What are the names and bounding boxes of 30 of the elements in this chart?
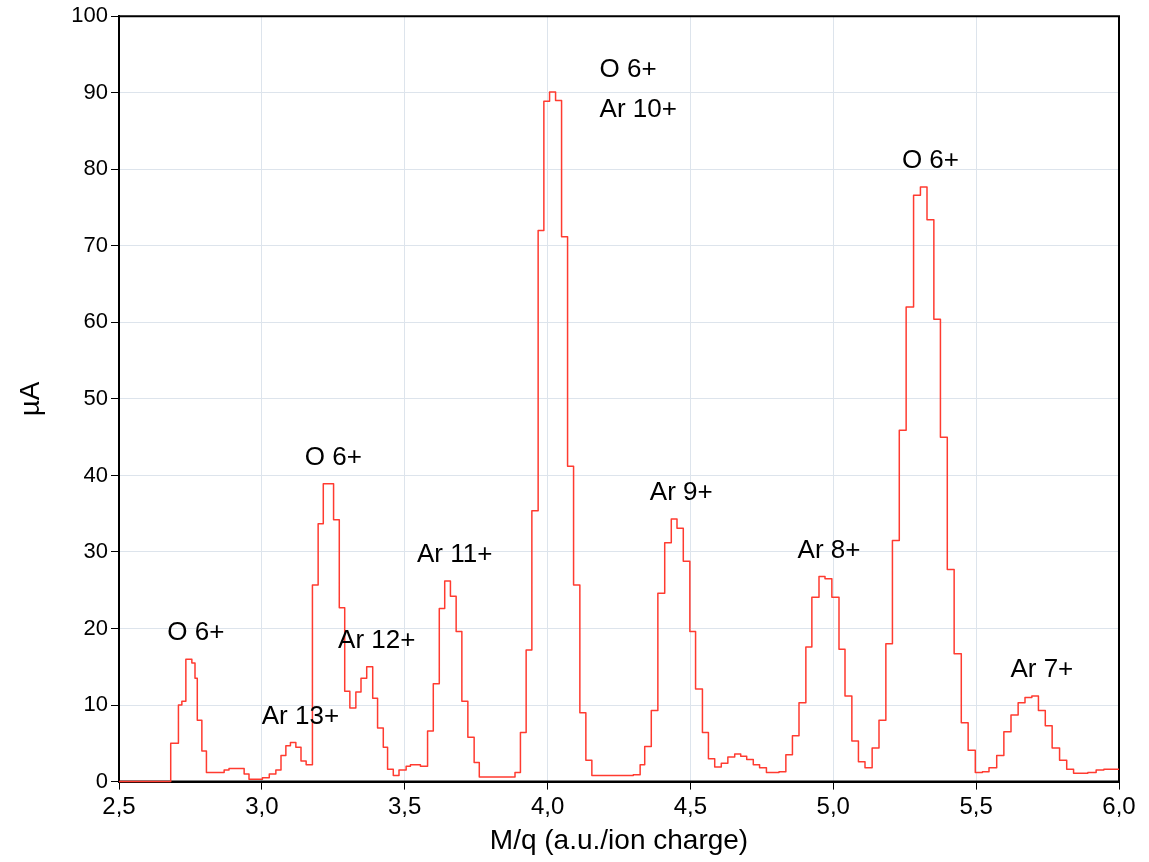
y-axis-title: µA: [13, 381, 45, 417]
x-tick-label: 4,0: [530, 791, 565, 819]
y-tick-label: 10: [83, 691, 108, 717]
x-tick-label: 3,0: [245, 791, 279, 819]
x-tick-label: 4,5: [673, 791, 708, 819]
y-tick-label: 60: [83, 308, 108, 334]
annotation: O 6+: [599, 53, 657, 84]
annotation: Ar 10+: [599, 93, 677, 124]
annotation: Ar 7+: [1010, 653, 1074, 684]
y-tick-label: 70: [83, 231, 108, 257]
y-tick-label: 80: [83, 155, 108, 181]
y-tick-label: 0: [95, 767, 108, 793]
annotation: O 6+: [167, 616, 225, 647]
x-axis-title: M/q (a.u./ion charge): [489, 823, 749, 855]
y-tick-label: 90: [83, 78, 108, 104]
y-tick-label: 50: [83, 384, 108, 410]
y-tick-label: 40: [83, 461, 108, 487]
annotation: Ar 11+: [417, 538, 493, 569]
y-tick-label: 20: [83, 614, 108, 640]
y-tick-label: 30: [83, 538, 108, 564]
y-tick-label: 100: [71, 2, 108, 28]
x-tick-label: 5,0: [816, 791, 850, 819]
x-tick-label: 5,5: [959, 791, 993, 819]
x-tick-label: 3,5: [388, 791, 422, 819]
annotation: O 6+: [304, 441, 362, 472]
annotation: Ar 9+: [649, 476, 713, 507]
annotation: O 6+: [901, 144, 959, 175]
x-tick-label: 2,5: [102, 791, 136, 819]
annotation: Ar 8+: [797, 533, 861, 564]
x-tick-label: 6,0: [1102, 791, 1136, 819]
